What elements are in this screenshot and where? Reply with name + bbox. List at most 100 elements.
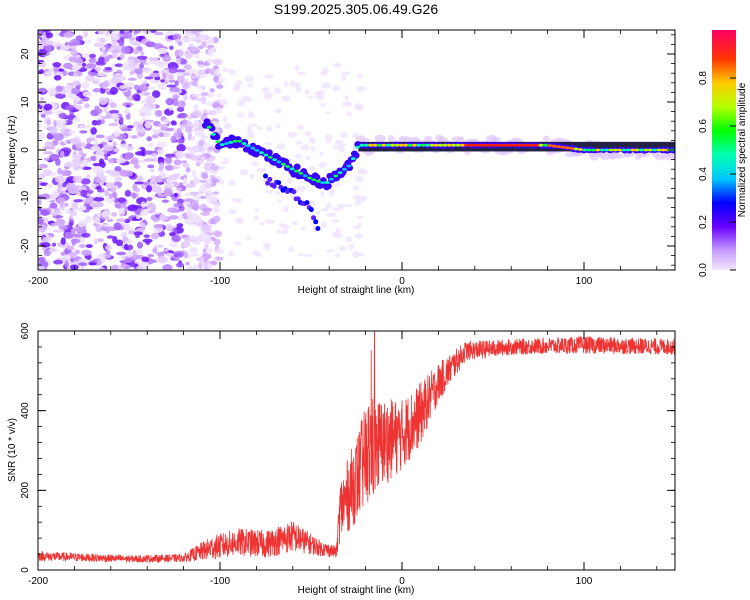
noise-blob — [207, 110, 217, 116]
noise-blob — [93, 78, 101, 85]
tone-hot — [407, 143, 413, 147]
noise-blob — [169, 232, 176, 236]
tone-hot — [582, 148, 588, 152]
tone-hot — [481, 143, 487, 147]
noise-blob — [79, 130, 88, 134]
tone-hot — [328, 177, 334, 181]
noise-blob — [38, 87, 47, 93]
noise-blob — [67, 41, 75, 47]
noise-blob — [85, 244, 93, 249]
noise-blob — [136, 123, 145, 130]
noise-blob — [115, 218, 127, 223]
tone-hot — [232, 139, 238, 143]
noise-blob — [351, 250, 360, 258]
noise-blob — [54, 175, 65, 183]
noise-blob — [287, 246, 295, 253]
noise-blob — [176, 215, 184, 221]
branch-blob — [291, 189, 297, 195]
noise-blob — [115, 239, 124, 247]
noise-blob — [170, 120, 177, 125]
noise-blob — [162, 264, 173, 270]
noise-blob — [99, 54, 109, 58]
noise-blob — [39, 100, 46, 106]
tone-hot — [245, 144, 251, 148]
snr-ytick-label: 400 — [20, 402, 31, 419]
noise-blob — [143, 181, 152, 185]
noise-blob — [44, 110, 54, 115]
branch-blob — [271, 183, 277, 189]
noise-blob — [96, 238, 105, 243]
noise-blob — [164, 153, 176, 158]
noise-blob — [212, 65, 219, 70]
colorbar-label: Normalized spectral amplitude — [737, 82, 748, 217]
noise-blob — [194, 53, 200, 59]
noise-blob — [320, 221, 327, 229]
noise-blob — [161, 178, 166, 183]
noise-blob — [185, 167, 191, 173]
noise-blob — [200, 155, 206, 161]
noise-blob — [338, 245, 347, 252]
noise-blob — [189, 145, 200, 154]
noise-blob — [55, 158, 61, 166]
noise-blob — [40, 96, 45, 101]
noise-blob — [58, 225, 68, 230]
noise-blob — [325, 111, 332, 115]
noise-blob — [60, 150, 65, 158]
noise-blob — [75, 249, 80, 255]
noise-blob — [98, 158, 105, 165]
noise-blob — [191, 192, 198, 197]
branch-blob — [304, 200, 310, 206]
noise-blob — [178, 113, 186, 117]
noise-blob — [128, 38, 136, 44]
noise-blob — [333, 62, 342, 68]
noise-blob — [173, 257, 180, 262]
noise-blob — [134, 68, 143, 75]
noise-blob — [233, 241, 242, 246]
noise-blob — [105, 244, 112, 251]
snr-xtick-label: 0 — [399, 576, 405, 587]
spectrogram-xtick-label: 0 — [399, 276, 405, 287]
noise-blob — [297, 253, 304, 257]
noise-blob — [43, 157, 50, 162]
noise-blob — [83, 39, 92, 44]
tone-hot — [416, 143, 422, 147]
noise-blob — [209, 143, 216, 147]
tone-hot — [643, 148, 649, 152]
noise-blob — [344, 95, 349, 101]
noise-blob — [177, 41, 183, 46]
tone-hot — [363, 143, 369, 147]
noise-blob — [353, 185, 360, 191]
noise-blob — [95, 66, 102, 72]
noise-blob — [144, 150, 154, 155]
noise-blob — [53, 133, 64, 141]
noise-blob — [213, 238, 221, 246]
noise-blob — [124, 189, 131, 197]
branch-blob — [276, 180, 282, 186]
noise-blob — [104, 155, 109, 161]
noise-blob — [121, 46, 131, 54]
noise-blob — [43, 151, 53, 155]
noise-blob — [191, 74, 201, 80]
noise-blob — [38, 30, 45, 36]
noise-blob — [79, 205, 87, 211]
branch-blob — [265, 180, 271, 186]
noise-blob — [114, 166, 122, 172]
noise-blob — [185, 69, 197, 73]
noise-blob — [97, 189, 105, 193]
noise-blob — [84, 103, 90, 109]
tone-hot — [569, 146, 575, 150]
noise-blob — [149, 57, 160, 65]
noise-blob — [70, 257, 75, 263]
noise-blob — [142, 238, 153, 243]
noise-blob — [53, 259, 64, 265]
tone-hot — [377, 143, 382, 147]
noise-blob — [89, 53, 97, 59]
noise-blob — [256, 126, 263, 131]
noise-blob — [38, 200, 43, 206]
noise-blob — [100, 210, 110, 218]
noise-blob — [99, 181, 105, 186]
noise-blob — [340, 71, 351, 76]
noise-blob — [52, 229, 64, 233]
noise-blob — [127, 56, 137, 60]
noise-blob — [216, 93, 221, 98]
